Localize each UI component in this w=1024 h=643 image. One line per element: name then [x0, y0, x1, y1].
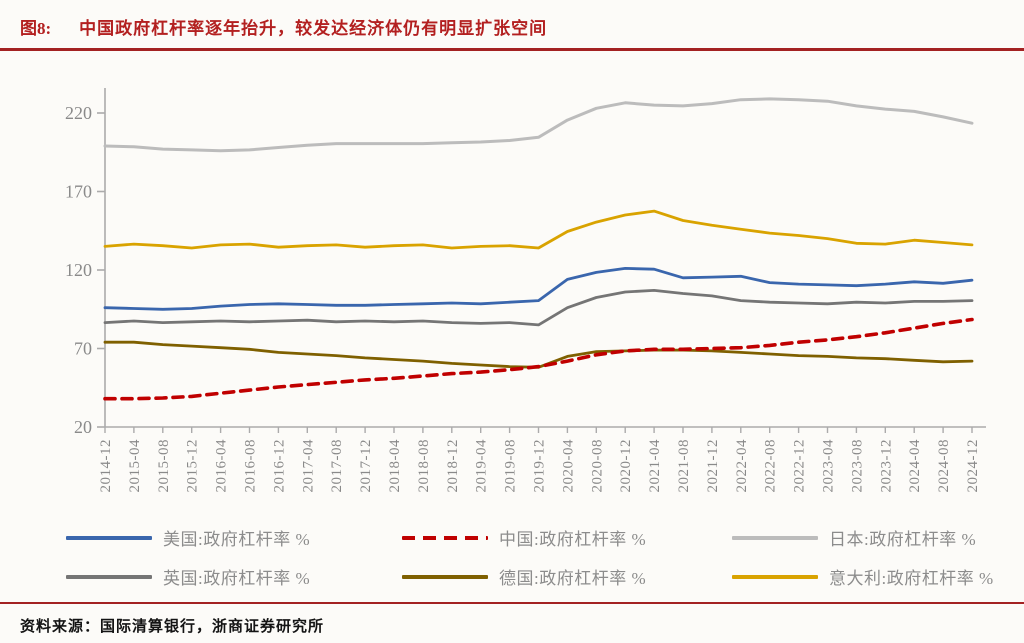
legend-label: 日本:政府杠杆率 % — [829, 530, 977, 549]
source-text: 国际清算银行，浙商证券研究所 — [100, 619, 325, 635]
legend-swatch-icon — [732, 535, 818, 540]
series-line-1 — [103, 317, 974, 401]
x-tick-label: 2015-08 — [156, 439, 172, 493]
legend-swatch-icon — [732, 574, 818, 579]
legend-swatch-icon — [402, 574, 488, 579]
legend-item-4: 德国:政府杠杆率 % — [402, 564, 732, 589]
x-tick-label: 2019-04 — [474, 439, 490, 493]
legend-item-3: 英国:政府杠杆率 % — [66, 564, 402, 589]
y-tick-label: 20 — [74, 417, 92, 437]
x-tick-label: 2019-08 — [503, 439, 519, 493]
x-tick-label: 2015-04 — [127, 439, 143, 493]
x-tick-label: 2023-04 — [821, 439, 837, 493]
legend-label: 英国:政府杠杆率 % — [163, 569, 311, 588]
x-tick-label: 2018-12 — [445, 439, 461, 493]
y-tick-label: 170 — [65, 182, 92, 202]
line-chart: 20 70 120 170 220 2014-12 2015-04 2015-08 2015-1… — [65, 88, 986, 493]
x-tick-label: 2021-08 — [676, 439, 692, 493]
series-line-3 — [103, 288, 974, 327]
y-tick-label: 220 — [65, 103, 92, 123]
legend-item-2: 日本:政府杠杆率 % — [732, 525, 1022, 550]
x-tick-label: 2022-12 — [792, 439, 808, 493]
legend-swatch-icon — [66, 574, 152, 579]
x-tick-label: 2024-08 — [936, 439, 952, 493]
x-tick-label: 2016-08 — [243, 439, 259, 493]
figure-header: 图8: 中国政府杠杆率逐年抬升，较发达经济体仍有明显扩张空间 — [0, 0, 1024, 39]
legend-swatch-icon — [402, 535, 488, 540]
series-line-4 — [103, 340, 974, 369]
x-tick-label: 2018-04 — [387, 439, 403, 493]
series-line-2 — [103, 97, 974, 153]
x-tick-label: 2015-12 — [185, 439, 201, 493]
x-tick-label: 2020-04 — [560, 439, 576, 493]
x-tick-label: 2021-04 — [647, 439, 663, 493]
x-tick-label: 2022-08 — [763, 439, 779, 493]
x-tick-label: 2016-12 — [271, 439, 287, 493]
x-tick-label: 2023-08 — [849, 439, 865, 493]
figure-tag: 图8: — [20, 19, 52, 38]
legend-label: 美国:政府杠杆率 % — [163, 530, 311, 549]
legend-label: 意大利:政府杠杆率 % — [829, 569, 994, 588]
x-tick-label: 2020-12 — [618, 439, 634, 493]
x-tick-label: 2021-12 — [705, 439, 721, 493]
x-tick-label: 2023-12 — [878, 439, 894, 493]
x-tick-label: 2016-04 — [214, 439, 230, 493]
x-tick-label: 2024-12 — [965, 439, 981, 493]
y-tick-label: 70 — [74, 339, 92, 359]
legend-swatch-icon — [66, 535, 152, 540]
x-tick-label: 2018-08 — [416, 439, 432, 493]
y-tick-label: 120 — [65, 260, 92, 280]
x-tick-label: 2014-12 — [98, 439, 114, 493]
legend-item-5: 意大利:政府杠杆率 % — [732, 564, 1022, 589]
series-line-0 — [103, 266, 974, 311]
legend-item-0: 美国:政府杠杆率 % — [66, 525, 402, 550]
x-tick-label: 2019-12 — [532, 439, 548, 493]
page-title: 中国政府杠杆率逐年抬升，较发达经济体仍有明显扩张空间 — [79, 19, 548, 38]
footer-divider — [0, 602, 1024, 604]
x-tick-label: 2020-08 — [589, 439, 605, 493]
x-tick-label: 2024-04 — [907, 439, 923, 493]
chart-legend: 美国:政府杠杆率 % 中国:政府杠杆率 % 日本:政府杠杆率 % 英国:政府杠杆率 %… — [66, 525, 1024, 589]
legend-item-1: 中国:政府杠杆率 % — [402, 525, 732, 550]
x-tick-label: 2017-04 — [300, 439, 316, 493]
x-tick-label: 2017-12 — [358, 439, 374, 493]
x-tick-label: 2022-04 — [734, 439, 750, 493]
x-tick-label: 2017-08 — [329, 439, 345, 493]
legend-label: 德国:政府杠杆率 % — [499, 569, 647, 588]
series-line-5 — [103, 209, 974, 250]
source-label: 资料来源： — [20, 619, 101, 635]
source-line: 资料来源：国际清算银行，浙商证券研究所 — [0, 604, 1024, 636]
title-divider — [0, 48, 1024, 51]
legend-label: 中国:政府杠杆率 % — [499, 530, 647, 549]
